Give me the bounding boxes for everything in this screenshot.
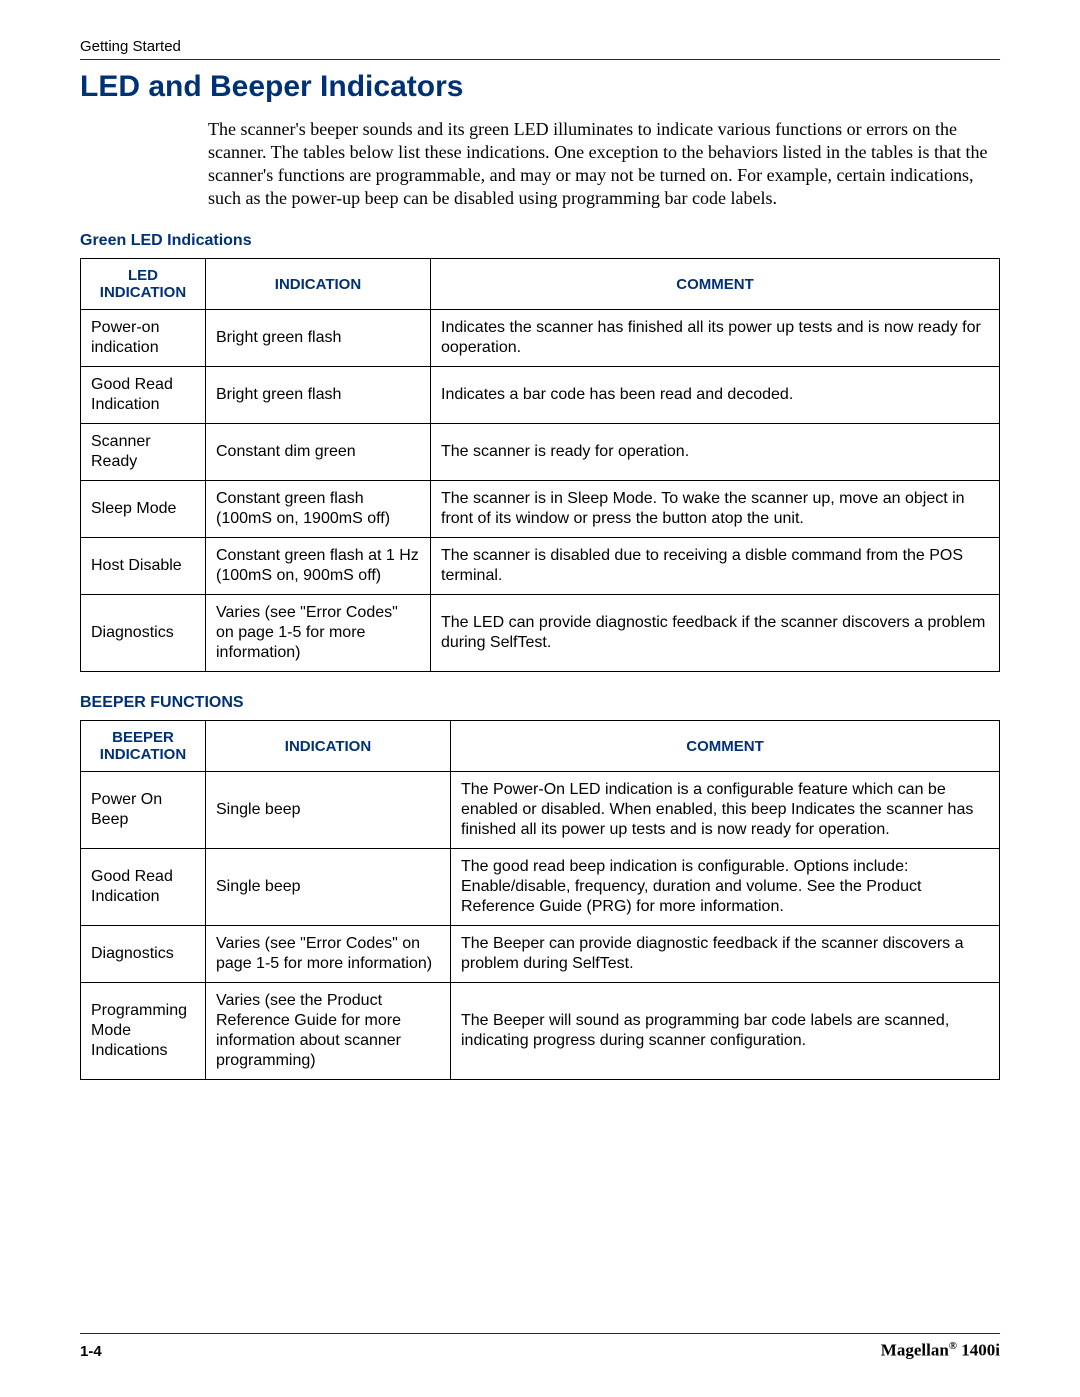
- cell: Bright green flash: [206, 367, 431, 424]
- column-header: Comment: [451, 721, 1000, 772]
- table-row: DiagnosticsVaries (see "Error Codes" on …: [81, 595, 1000, 672]
- registered-mark-icon: ®: [949, 1340, 957, 1352]
- product-id: Magellan® 1400i: [881, 1340, 1000, 1361]
- cell: Varies (see "Error Codes" on page 1-5 fo…: [206, 595, 431, 672]
- cell: The Beeper will sound as programming bar…: [451, 983, 1000, 1080]
- cell: Diagnostics: [81, 926, 206, 983]
- table-row: Good Read IndicationBright green flashIn…: [81, 367, 1000, 424]
- cell: The scanner is in Sleep Mode. To wake th…: [431, 481, 1000, 538]
- cell: Single beep: [206, 772, 451, 849]
- table-row: Good Read IndicationSingle beepThe good …: [81, 849, 1000, 926]
- cell: Varies (see the Product Reference Guide …: [206, 983, 451, 1080]
- table-header-row: LED Indication Indication Comment: [81, 259, 1000, 310]
- page-number: 1-4: [80, 1343, 102, 1360]
- column-header: Indication: [206, 259, 431, 310]
- page-footer: 1-4 Magellan® 1400i: [80, 1333, 1000, 1361]
- table-header-row: Beeper Indication Indication Comment: [81, 721, 1000, 772]
- cell: The LED can provide diagnostic feedback …: [431, 595, 1000, 672]
- header-rule: [80, 59, 1000, 60]
- table2-heading: Beeper Functions: [80, 694, 1000, 712]
- cell: Constant dim green: [206, 424, 431, 481]
- cell: Good Read Indication: [81, 849, 206, 926]
- led-indications-table: LED Indication Indication Comment Power-…: [80, 258, 1000, 672]
- cell: The scanner is disabled due to receiving…: [431, 538, 1000, 595]
- cell: The scanner is ready for operation.: [431, 424, 1000, 481]
- cell: Sleep Mode: [81, 481, 206, 538]
- cell: Bright green flash: [206, 310, 431, 367]
- table-row: Host DisableConstant green flash at 1 Hz…: [81, 538, 1000, 595]
- cell: The Beeper can provide diagnostic feedba…: [451, 926, 1000, 983]
- running-header: Getting Started: [80, 38, 1000, 55]
- cell: Power-on indication: [81, 310, 206, 367]
- cell: Host Disable: [81, 538, 206, 595]
- product-name: Magellan: [881, 1341, 949, 1360]
- cell: Scanner Ready: [81, 424, 206, 481]
- beeper-functions-table: Beeper Indication Indication Comment Pow…: [80, 720, 1000, 1080]
- cell: Power On Beep: [81, 772, 206, 849]
- column-header: LED Indication: [81, 259, 206, 310]
- product-model: 1400i: [957, 1341, 1000, 1360]
- cell: Indicates the scanner has finished all i…: [431, 310, 1000, 367]
- cell: Diagnostics: [81, 595, 206, 672]
- cell: Indicates a bar code has been read and d…: [431, 367, 1000, 424]
- table-row: Sleep ModeConstant green flash (100mS on…: [81, 481, 1000, 538]
- cell: Programming Mode Indications: [81, 983, 206, 1080]
- table1-heading: Green LED Indications: [80, 232, 1000, 250]
- intro-paragraph: The scanner's beeper sounds and its gree…: [208, 118, 1000, 210]
- table-row: DiagnosticsVaries (see "Error Codes" on …: [81, 926, 1000, 983]
- page-title: LED and Beeper Indicators: [80, 70, 1000, 104]
- cell: The good read beep indication is configu…: [451, 849, 1000, 926]
- cell: The Power-On LED indication is a configu…: [451, 772, 1000, 849]
- column-header: Indication: [206, 721, 451, 772]
- column-header: Comment: [431, 259, 1000, 310]
- table-row: Scanner ReadyConstant dim greenThe scann…: [81, 424, 1000, 481]
- table-row: Power On BeepSingle beepThe Power-On LED…: [81, 772, 1000, 849]
- cell: Single beep: [206, 849, 451, 926]
- column-header: Beeper Indication: [81, 721, 206, 772]
- cell: Varies (see "Error Codes" on page 1-5 fo…: [206, 926, 451, 983]
- cell: Good Read Indication: [81, 367, 206, 424]
- cell: Constant green flash at 1 Hz (100mS on, …: [206, 538, 431, 595]
- cell: Constant green flash (100mS on, 1900mS o…: [206, 481, 431, 538]
- table-row: Power-on indicationBright green flashInd…: [81, 310, 1000, 367]
- table-row: Programming Mode IndicationsVaries (see …: [81, 983, 1000, 1080]
